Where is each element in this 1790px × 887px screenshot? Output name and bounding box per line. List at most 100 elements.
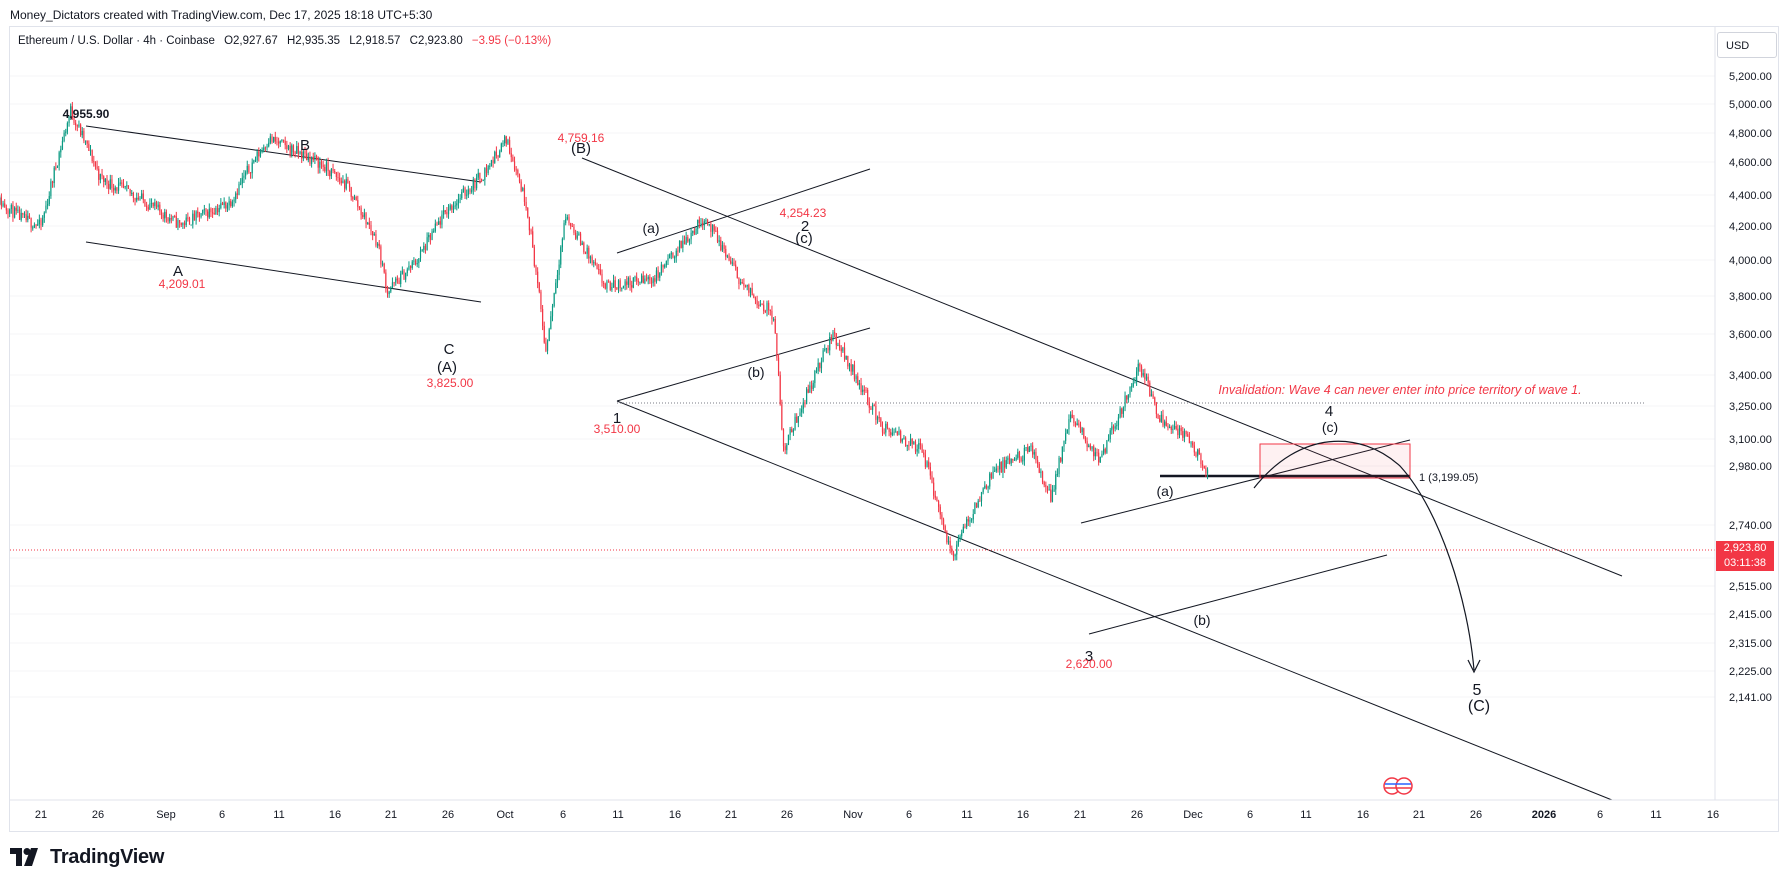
candle xyxy=(400,270,402,288)
candle xyxy=(363,208,365,220)
candle xyxy=(418,258,420,269)
candle xyxy=(843,342,846,362)
candle xyxy=(1071,409,1073,419)
candle xyxy=(1205,465,1207,478)
candle xyxy=(1145,373,1148,381)
candle xyxy=(825,347,827,354)
candle xyxy=(515,166,517,176)
candle xyxy=(347,176,349,184)
candle xyxy=(284,136,286,150)
tradingview-logo[interactable]: TradingView xyxy=(10,845,164,869)
candle xyxy=(538,281,540,294)
candle xyxy=(1183,428,1186,443)
candle xyxy=(495,146,497,159)
candle xyxy=(350,186,352,201)
candle xyxy=(228,196,230,211)
candle xyxy=(136,192,138,203)
candle xyxy=(113,183,115,196)
candle xyxy=(471,185,473,194)
candle xyxy=(212,207,214,218)
candle xyxy=(485,163,488,177)
candle xyxy=(289,142,291,158)
time-tick-label: Dec xyxy=(1183,809,1203,821)
candle xyxy=(78,120,80,128)
candle xyxy=(146,201,148,211)
candle xyxy=(1079,421,1082,434)
candle xyxy=(124,185,126,190)
candle xyxy=(928,457,930,470)
candle xyxy=(45,200,47,214)
tradingview-wordmark: TradingView xyxy=(50,845,165,868)
candle xyxy=(1038,461,1040,474)
candle xyxy=(964,523,966,529)
candle xyxy=(556,269,559,289)
chart-pane[interactable] xyxy=(9,26,1779,832)
high-value: H2,935.35 xyxy=(286,35,341,47)
candle xyxy=(1131,383,1133,392)
candle xyxy=(20,208,22,222)
candle xyxy=(1053,484,1055,493)
candle xyxy=(246,160,248,175)
candle xyxy=(553,292,555,308)
candle xyxy=(388,290,390,298)
candle xyxy=(608,279,610,283)
candle xyxy=(99,173,101,184)
candle xyxy=(791,426,793,433)
candle xyxy=(822,348,824,363)
candle xyxy=(1063,440,1065,452)
candle xyxy=(408,261,410,271)
candle xyxy=(829,332,831,356)
currency-button[interactable]: USD xyxy=(1717,32,1777,58)
candle xyxy=(134,197,136,206)
candle xyxy=(1074,421,1077,428)
candle xyxy=(909,433,912,446)
candle xyxy=(933,477,935,500)
candle xyxy=(1025,446,1027,452)
candle xyxy=(159,201,161,216)
time-tick-label: 26 xyxy=(1131,809,1143,821)
candle xyxy=(725,245,727,261)
candle xyxy=(1116,420,1118,430)
candle xyxy=(98,165,100,186)
candle xyxy=(1144,368,1146,385)
candle xyxy=(895,427,897,433)
candle xyxy=(744,284,747,288)
candle xyxy=(649,274,651,285)
wave-annotation: 4 xyxy=(1325,403,1333,420)
candle xyxy=(756,295,758,309)
candle xyxy=(591,254,593,266)
candle xyxy=(1068,414,1070,435)
candle xyxy=(584,251,587,255)
candle xyxy=(1136,367,1138,386)
price-tick-label: 5,000.00 xyxy=(1729,99,1772,111)
candle xyxy=(274,131,276,145)
candle xyxy=(855,374,857,384)
candle xyxy=(812,380,814,392)
candle xyxy=(502,140,504,148)
candle xyxy=(1167,422,1169,431)
candle xyxy=(579,231,582,246)
low-value: L2,918.57 xyxy=(349,35,401,47)
candle xyxy=(929,462,931,480)
candle xyxy=(48,191,50,207)
candle xyxy=(1165,416,1167,427)
candle xyxy=(357,195,359,211)
symbol-name[interactable]: Ethereum / U.S. Dollar · 4h · Coinbase xyxy=(18,35,215,47)
candle xyxy=(279,140,281,147)
candle xyxy=(116,187,118,194)
candle xyxy=(301,149,303,164)
candle xyxy=(1023,444,1025,466)
candle xyxy=(190,224,192,226)
candle xyxy=(938,499,940,513)
candle xyxy=(47,198,49,210)
candle xyxy=(114,185,116,194)
candle xyxy=(192,210,194,229)
candle xyxy=(292,144,295,157)
candle xyxy=(583,241,585,255)
wave-annotation: (c) xyxy=(795,230,813,247)
candle xyxy=(957,534,959,547)
candle xyxy=(200,212,202,219)
candle xyxy=(35,223,37,229)
candle xyxy=(10,203,12,214)
